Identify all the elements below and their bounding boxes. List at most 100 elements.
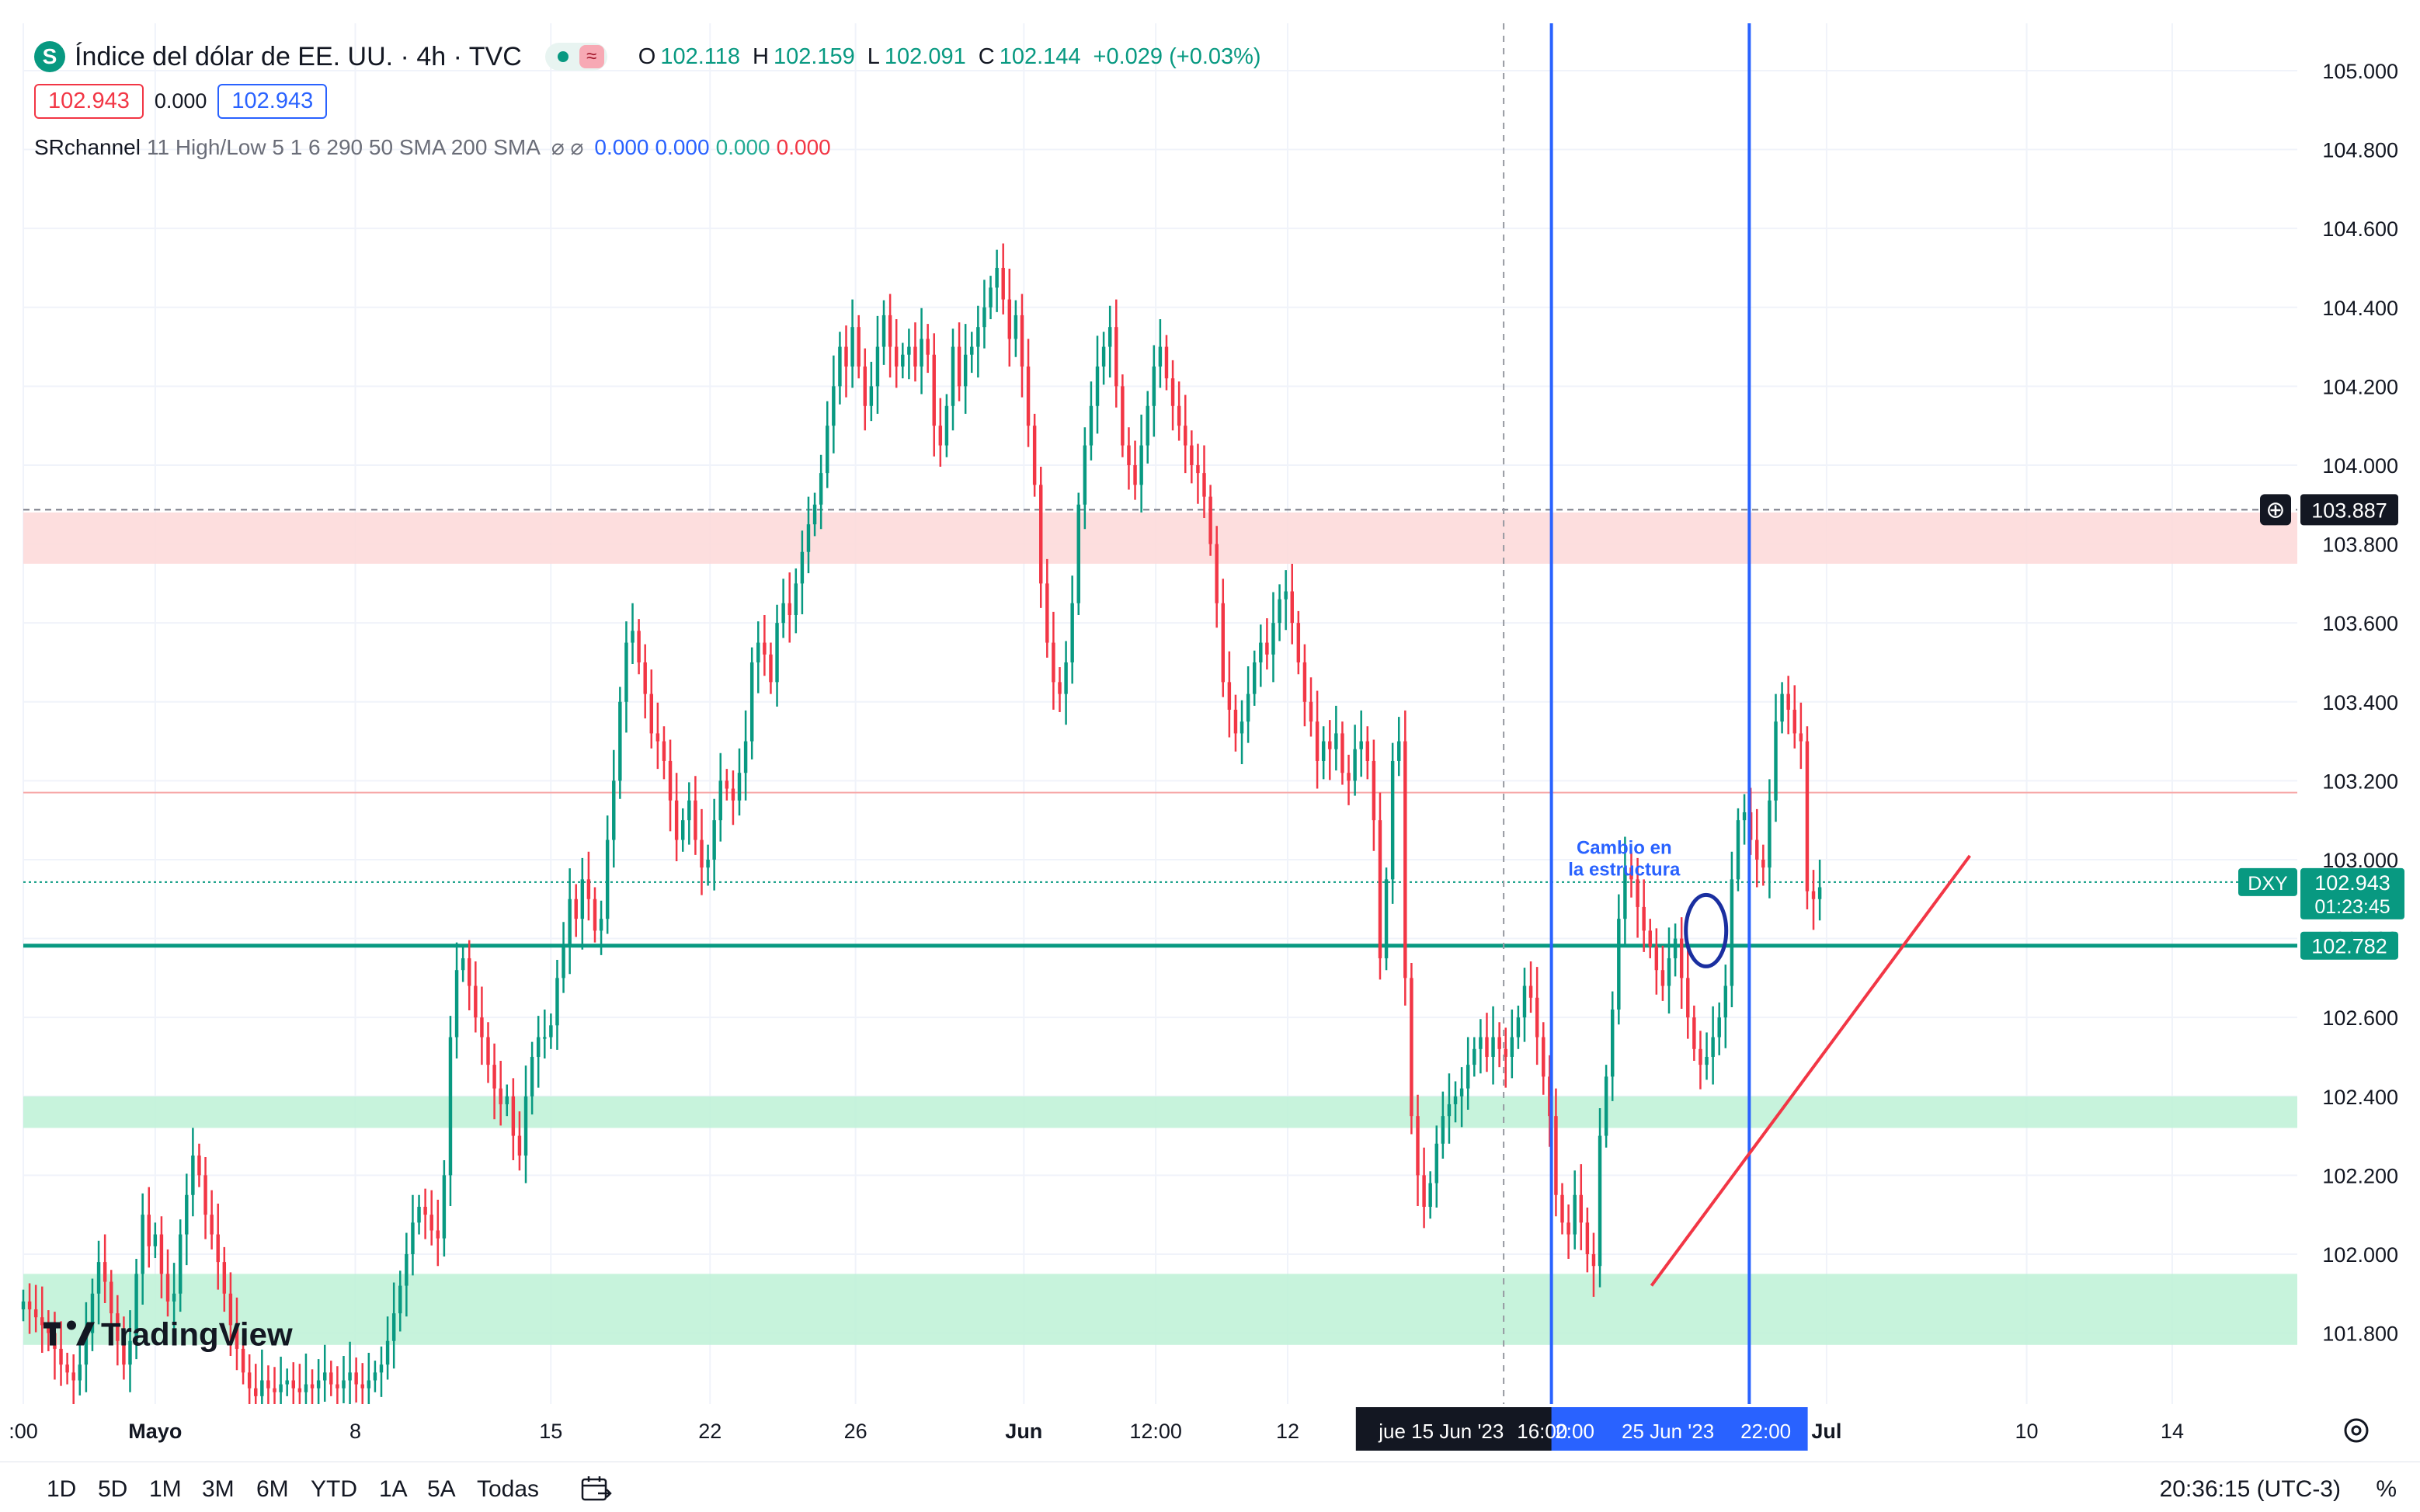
price-tick-label: 102.600 (2322, 1006, 2398, 1030)
candle-body (40, 1317, 44, 1326)
candle-body (1705, 1056, 1709, 1065)
indicator-value: 0.000 (594, 134, 649, 159)
candle-body (1290, 591, 1294, 624)
ohlc-low-key: L (867, 43, 880, 69)
candle-body (517, 1135, 522, 1156)
candle-body (1441, 1116, 1445, 1144)
price-tick-label: 103.200 (2322, 770, 2398, 793)
candle-body (781, 603, 785, 624)
candle-body (297, 1388, 302, 1392)
candle-body (235, 1325, 239, 1349)
range-button-ytd[interactable]: YTD (311, 1476, 357, 1502)
candle-body (1052, 642, 1055, 683)
chart-legend: S Índice del dólar de EE. UU. · 4h · TVC… (34, 36, 1269, 160)
candle-body (398, 1285, 402, 1314)
price-tick-label: 104.200 (2322, 375, 2398, 398)
candle-body (1629, 867, 1633, 880)
candle-body (1278, 599, 1281, 624)
candle-body (103, 1262, 107, 1282)
candle-body (1479, 1037, 1483, 1049)
candle-body (1372, 760, 1376, 821)
add-alert-icon[interactable] (2260, 494, 2291, 526)
candle-body (881, 315, 886, 347)
visibility-toggle[interactable]: ≈ (544, 43, 607, 71)
candle-body (228, 1293, 233, 1326)
candle-body (429, 1215, 433, 1231)
candle-body (574, 899, 578, 919)
candle-body (329, 1372, 333, 1385)
candle-body (505, 1096, 509, 1104)
green-level-tag (2300, 931, 2398, 960)
candle-body (1591, 1253, 1596, 1267)
candle-body (1139, 445, 1143, 485)
candle-body (1410, 978, 1413, 1117)
candle-body (1654, 946, 1659, 971)
candle-body (731, 788, 735, 801)
candle-body (1083, 445, 1087, 505)
price-tick-label: 104.000 (2322, 454, 2398, 478)
crosshair-date-label: jue 15 Jun '23 (1378, 1420, 1504, 1443)
candle-body (128, 1340, 132, 1365)
price-tick-label: 103.600 (2322, 612, 2398, 635)
candle-body (1121, 386, 1125, 446)
range-button-5d[interactable]: 5D (98, 1476, 128, 1502)
candle-body (285, 1380, 289, 1385)
candle-body (536, 1037, 541, 1057)
symbol-title[interactable]: Índice del dólar de EE. UU. · 4h · TVC (75, 41, 522, 71)
range-button-1m[interactable]: 1M (149, 1476, 182, 1502)
indicator-value: 0.000 (776, 134, 831, 159)
candle-body (1302, 662, 1307, 702)
candle-body (1001, 267, 1005, 300)
candle-body (618, 701, 622, 781)
candle-body (631, 631, 635, 643)
candle-body (749, 662, 754, 742)
range-button-1d[interactable]: 1D (47, 1476, 77, 1502)
candle-body (1667, 958, 1671, 986)
candle-body (1692, 1017, 1696, 1049)
candle-body (1246, 693, 1250, 722)
zones (23, 512, 2297, 1345)
candle-body (1076, 504, 1080, 603)
range-button-3m[interactable]: 3M (202, 1476, 235, 1502)
settings-gear-icon[interactable] (2344, 1418, 2369, 1443)
candle-body (360, 1384, 364, 1389)
countdown-label: 01:23:45 (2314, 896, 2390, 918)
range-button-1a[interactable]: 1A (379, 1476, 408, 1502)
candle-body (1768, 800, 1772, 868)
candle-body (1416, 1116, 1420, 1176)
candle-body (1786, 693, 1790, 710)
candle-body (1491, 1037, 1495, 1057)
candle-body (241, 1348, 245, 1373)
range-button-5a[interactable]: 5A (427, 1476, 456, 1502)
candle-body (1070, 603, 1074, 662)
candle-body (354, 1372, 358, 1385)
candle-body (385, 1340, 390, 1365)
candle-body (96, 1262, 101, 1294)
range-button-6m[interactable]: 6M (256, 1476, 289, 1502)
tv-logo-mark (50, 1322, 56, 1346)
candle-body (1717, 1017, 1721, 1038)
percent-toggle[interactable]: % (2376, 1476, 2397, 1502)
candle-body (1579, 1194, 1584, 1223)
candle-body (706, 859, 710, 868)
buy-price-box[interactable]: 102.943 (217, 84, 328, 119)
tradingview-logo: TradingView (43, 1316, 293, 1353)
price-tick-label: 104.400 (2322, 297, 2398, 320)
candle-body (1817, 887, 1822, 899)
candle-body (932, 354, 936, 426)
candle-body (1184, 426, 1187, 446)
indicator-legend[interactable]: SRchannel 11 High/Low 5 1 6 290 50 SMA 2… (34, 134, 1269, 160)
sell-price-box[interactable]: 102.943 (34, 84, 144, 119)
candle-body (1158, 346, 1163, 367)
horizontal-levels (23, 509, 2297, 948)
indicator-name[interactable]: SRchannel (34, 134, 141, 159)
range-button-todas[interactable]: Todas (477, 1476, 540, 1502)
candle-body (21, 1301, 26, 1310)
candle-body (33, 1309, 38, 1318)
candle-body (523, 1096, 528, 1156)
clock-timezone[interactable]: 20:36:15 (UTC-3) (2159, 1476, 2341, 1502)
indicator-value: 0.000 (655, 134, 710, 159)
go-to-date-icon[interactable] (579, 1473, 614, 1504)
